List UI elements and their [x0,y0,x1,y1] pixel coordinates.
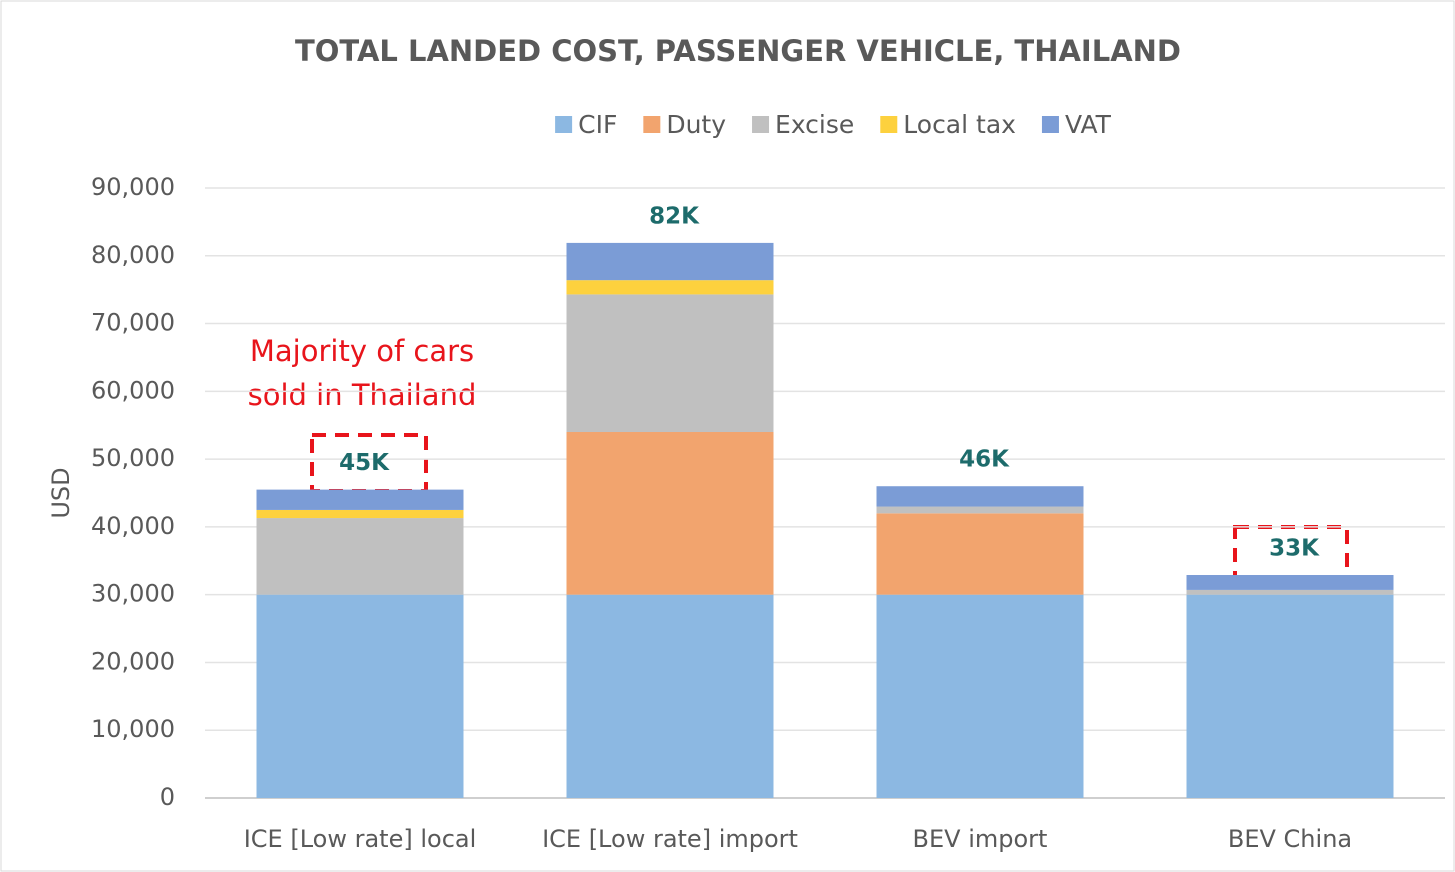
y-tick-label: 80,000 [91,241,175,269]
x-tick-label: ICE [Low rate] local [244,825,477,853]
bar-segment [256,489,464,510]
bar-segment [256,509,464,519]
x-tick-label: ICE [Low rate] import [542,825,798,853]
bar-segment [566,432,774,595]
legend-label: Duty [666,110,726,139]
total-label: 33K [1269,536,1320,562]
chart-title: TOTAL LANDED COST, PASSENGER VEHICLE, TH… [295,34,1181,68]
bar-segment [566,294,774,432]
x-tick-label: BEV import [913,825,1048,853]
y-tick-label: 50,000 [91,444,175,472]
legend-swatch [1041,116,1059,133]
y-tick-label: 10,000 [91,715,175,743]
bar-segment [256,594,464,798]
legend-label: Local tax [903,110,1016,139]
legend-swatch [880,116,898,133]
annotation: sold in Thailand [248,378,477,412]
bar-segment [566,280,774,295]
y-tick-label: 20,000 [91,647,175,675]
y-tick-label: 90,000 [91,173,175,201]
highlight-box [310,433,428,493]
bar-segment [1186,575,1394,590]
y-tick-label: 0 [160,783,175,811]
bar-segment [566,594,774,798]
y-tick-label: 70,000 [91,309,175,337]
y-axis-label: USD [47,467,75,518]
total-label: 46K [959,447,1010,473]
y-tick-label: 30,000 [91,580,175,608]
annotation: Majority of cars [250,334,474,368]
total-label: 82K [649,203,700,229]
bar-segment [566,242,774,281]
legend-label: VAT [1065,110,1112,139]
bar-segment [876,506,1084,514]
bar-segment [1186,589,1394,595]
y-tick-label: 60,000 [91,376,175,404]
y-tick-label: 40,000 [91,512,175,540]
total-label: 45K [339,450,390,476]
bar-segment [876,486,1084,507]
legend-swatch [752,116,770,133]
legend-label: Excise [775,110,854,139]
bar-segment [876,594,1084,798]
legend-label: CIF [578,110,617,139]
bar-segment [876,513,1084,595]
legend-swatch [555,116,573,133]
legend: CIF Duty Excise Local tax VAT [555,110,1112,139]
bar-segment [1186,594,1394,798]
bar-segment [256,518,464,595]
legend-swatch [643,116,661,133]
x-tick-label: BEV China [1228,825,1352,853]
